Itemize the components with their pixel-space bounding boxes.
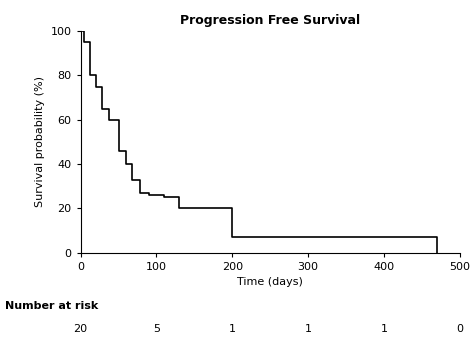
Title: Progression Free Survival: Progression Free Survival bbox=[180, 14, 360, 27]
Text: 5: 5 bbox=[153, 324, 160, 334]
Y-axis label: Survival probability (%): Survival probability (%) bbox=[35, 76, 45, 207]
X-axis label: Time (days): Time (days) bbox=[237, 277, 303, 287]
Text: 1: 1 bbox=[381, 324, 387, 334]
Text: 1: 1 bbox=[305, 324, 311, 334]
Text: 1: 1 bbox=[229, 324, 236, 334]
Text: 20: 20 bbox=[73, 324, 88, 334]
Text: Number at risk: Number at risk bbox=[5, 301, 98, 311]
Text: 0: 0 bbox=[456, 324, 463, 334]
